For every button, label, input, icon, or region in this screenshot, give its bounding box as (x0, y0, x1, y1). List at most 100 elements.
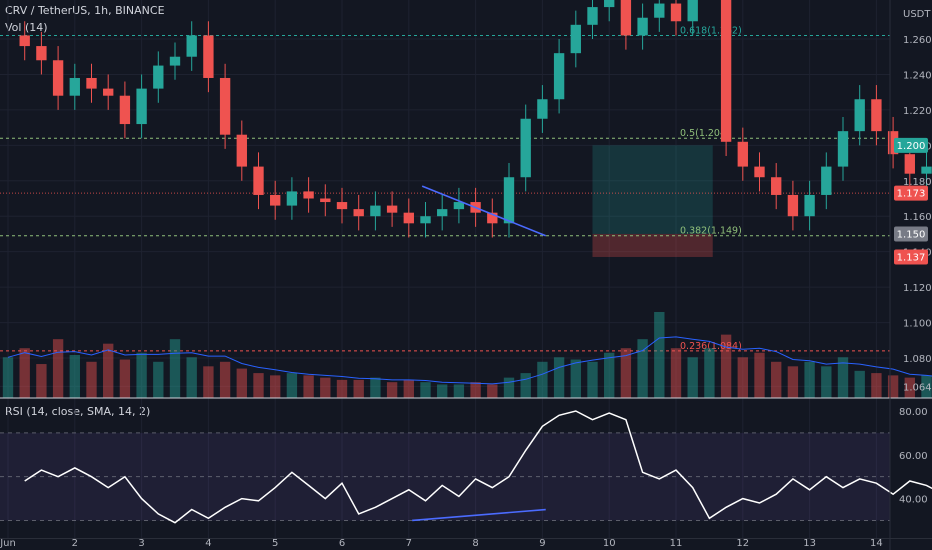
fib-level-label: 0.5(1.204) (680, 128, 730, 139)
volume-bar (754, 352, 765, 398)
volume-bar (887, 375, 899, 398)
symbol-title[interactable]: CRV / TetherUS, 1h, BINANCE (5, 4, 165, 17)
candle-body (286, 191, 298, 206)
volume-bar (2, 357, 14, 398)
candle-body (103, 88, 114, 96)
candle-body (754, 166, 765, 178)
price-tag-target (894, 137, 928, 153)
candle-body (487, 212, 498, 224)
candle-body (604, 0, 615, 8)
volume-bar (103, 343, 114, 398)
volume-bar (69, 355, 80, 398)
candlesticks (19, 0, 932, 238)
volume-bar (604, 352, 615, 398)
candle-body (320, 198, 331, 203)
price-tick-label: 1.100 (903, 319, 932, 330)
volume-bar (203, 366, 214, 398)
candle-body (52, 60, 64, 96)
rsi-divergence-trendline (412, 508, 546, 522)
price-tag-entry (894, 226, 928, 242)
candle-body (270, 194, 281, 206)
candle-body (871, 99, 882, 132)
volume-bar (637, 339, 648, 398)
candle-body (654, 3, 665, 18)
time-tick-label: 13 (803, 538, 816, 549)
candle-body (420, 216, 431, 224)
rsi-pane (0, 410, 932, 524)
candle-body (620, 0, 632, 36)
time-tick-label: 4 (205, 538, 211, 549)
candle-body (570, 24, 581, 54)
time-tick-label: 10 (603, 538, 616, 549)
candle-body (670, 3, 682, 22)
candle-body (403, 212, 414, 224)
candle-body (169, 56, 181, 66)
volume-bar (487, 384, 498, 398)
volume-bar (520, 373, 531, 398)
candle-body (887, 131, 899, 155)
volume-bar (470, 382, 481, 398)
candle-body (370, 205, 381, 217)
price-tick-label: 1.120 (903, 283, 932, 294)
fib-level-label: 0.382(1.149) (680, 226, 742, 237)
price-tag-last (894, 185, 928, 201)
price-tick-label: 1.160 (903, 212, 932, 223)
volume-bar (787, 366, 799, 398)
trendlines[interactable] (421, 185, 547, 237)
volume-bar (236, 368, 247, 398)
candle-body (587, 7, 598, 25)
rsi-line (24, 410, 932, 524)
volume-bar (737, 357, 748, 398)
long-position-box[interactable] (592, 145, 713, 257)
volume-bar (720, 334, 732, 398)
volume-bar (219, 361, 231, 398)
volume-bar (353, 379, 364, 398)
time-tick-label: 11 (670, 538, 683, 549)
price-tick-label: 1.080 (903, 354, 932, 365)
volume-bar (386, 382, 398, 398)
time-tick-label: 14 (870, 538, 883, 549)
position-profit-zone (592, 145, 713, 234)
candle-body (837, 131, 849, 167)
price-tick-label: 1.240 (903, 70, 932, 81)
volume-bar (654, 312, 665, 398)
price-tag-label: 1.137 (897, 252, 926, 263)
time-tick-label: 2 (72, 538, 78, 549)
candle-body (821, 166, 832, 195)
time-tick-label: 8 (472, 538, 478, 549)
candle-body (503, 177, 515, 224)
volume-bar (403, 379, 414, 398)
time-tick-label: 6 (339, 538, 345, 549)
candle-body (336, 202, 348, 210)
candle-body (737, 141, 748, 167)
time-tick-label: 9 (539, 538, 545, 549)
time-tick-label: 12 (736, 538, 749, 549)
volume-bar (437, 384, 448, 398)
time-tick-label: Jun (0, 538, 16, 549)
volume-bars (2, 312, 932, 398)
candle-body (804, 194, 815, 217)
volume-ma-line (7, 336, 932, 385)
volume-indicator-label[interactable]: Vol (14) (5, 21, 48, 34)
volume-bar (52, 339, 64, 398)
fibonacci-retracement[interactable]: 0.618(1.262) 0.5(1.204) 0.382(1.149) 0.236(… (0, 25, 890, 352)
rsi-tick-label: 40.00 (899, 495, 928, 506)
candle-body (854, 99, 865, 132)
rsi-tick-label: 80.00 (899, 407, 928, 418)
price-tick-label: 1.220 (903, 106, 932, 117)
volume-bar (537, 361, 548, 398)
candle-body (520, 118, 531, 178)
volume-bar (119, 359, 131, 398)
rsi-indicator-label[interactable]: RSI (14, close, SMA, 14, 2) (5, 405, 151, 418)
volume-bar (553, 357, 565, 398)
volume-bar (570, 359, 581, 398)
volume-bar (253, 373, 264, 398)
candle-body (36, 46, 47, 61)
rsi-tick-label: 60.00 (899, 451, 928, 462)
price-tag-label: 1.150 (897, 229, 926, 240)
volume-bar (587, 361, 598, 398)
price-tick-label: 1.180 (903, 177, 932, 188)
price-tag-stop (894, 249, 928, 265)
